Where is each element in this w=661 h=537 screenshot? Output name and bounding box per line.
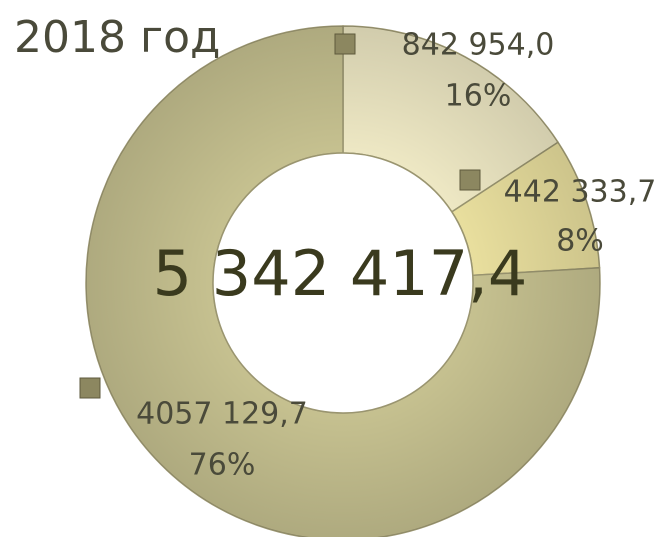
total-label: 5 342 417,4 [153,237,528,310]
percent-label: 76% [189,448,256,483]
chart-title: 2018 год [14,12,220,63]
legend-marker [79,377,101,399]
value-label: 442 333,7 [504,175,657,210]
value-label: 842 954,0 [402,28,555,63]
legend-marker [334,33,356,55]
inner-hole [212,152,474,414]
percent-label: 8% [556,224,604,259]
percent-label: 16% [445,79,512,114]
legend-marker [459,169,481,191]
value-label: 4057 129,7 [136,397,308,432]
